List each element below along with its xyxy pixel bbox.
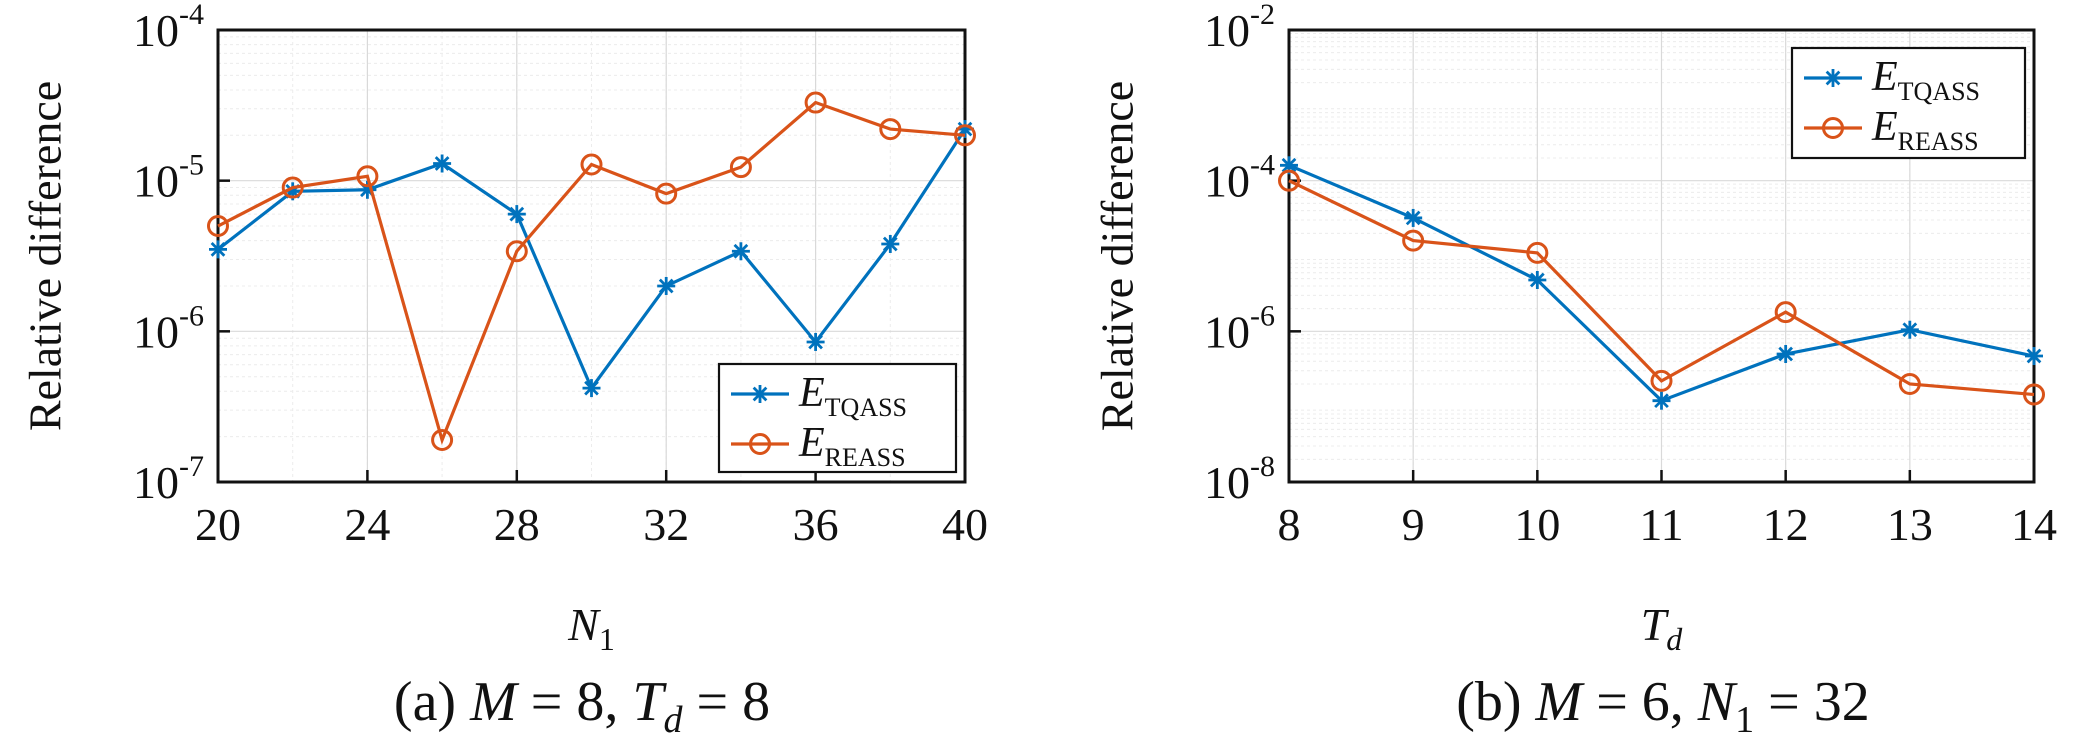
data-point [1278, 169, 1300, 192]
data-point [505, 240, 528, 263]
x-tick-label: 9 [1402, 499, 1425, 550]
y-tick-label: 10-4 [133, 0, 204, 56]
data-point [1774, 301, 1797, 324]
legend-marker [749, 433, 771, 455]
x-tick-label: 12 [1763, 499, 1809, 550]
y-tick-label: 10-8 [1204, 450, 1275, 508]
x-tick-label: 14 [2011, 499, 2057, 550]
data-point [2023, 383, 2045, 406]
data-point [1526, 241, 1549, 264]
x-tick-label: 8 [1278, 499, 1301, 550]
x-tick-label: 11 [1639, 499, 1683, 550]
legend-label: EREASS [1871, 104, 1979, 156]
legend-label: EREASS [798, 420, 906, 472]
x-tick-label: 13 [1887, 499, 1933, 550]
y-tick-label: 10-7 [133, 450, 204, 508]
data-point [582, 379, 601, 398]
data-point [804, 91, 827, 114]
panel-caption: (b) M = 6, N1 = 32 [1456, 671, 1870, 741]
data-point [1652, 391, 1671, 410]
x-axis-label: N1 [567, 599, 615, 657]
y-axis-label: Relative difference [1092, 81, 1143, 431]
legend-box [1790, 46, 2027, 160]
x-tick-label: 28 [494, 499, 540, 550]
data-point [433, 154, 452, 173]
data-point [729, 156, 752, 179]
x-tick-label: 24 [344, 499, 390, 550]
data-point [209, 240, 227, 259]
x-tick-label: 20 [195, 499, 241, 550]
x-tick-label: 10 [1514, 499, 1560, 550]
y-tick-label: 10-5 [133, 149, 204, 207]
series-line [1288, 179, 2035, 397]
data-point [207, 215, 229, 238]
data-point [881, 234, 900, 253]
series-reass [1278, 169, 2045, 406]
y-tick-label: 10-4 [1204, 149, 1275, 207]
data-point [431, 429, 454, 452]
data-point [1528, 271, 1547, 290]
chart-panel-b: 8 9 10 11 12 13 14 10-8 10-6 10-4 10-2 Relative dif… [1092, 0, 2057, 741]
data-point [954, 124, 976, 147]
legend-marker [1824, 69, 1842, 87]
data-point [806, 332, 825, 351]
y-axis-label: Relative difference [20, 81, 71, 431]
legend-label: ETQASS [1871, 54, 1980, 106]
data-point [1776, 345, 1795, 364]
legend-label: ETQASS [798, 370, 907, 422]
panel-caption: (a) M = 8, Td = 8 [394, 671, 770, 741]
series-tqass [209, 120, 974, 398]
data-point [356, 165, 379, 188]
x-axis-label: Td [1641, 599, 1684, 657]
y-tick-label: 10-2 [1204, 0, 1275, 56]
data-point [1404, 208, 1423, 227]
data-point [731, 242, 750, 261]
data-point [507, 205, 526, 224]
y-tick-label: 10-6 [1204, 299, 1275, 357]
x-tick-label: 40 [942, 499, 988, 550]
data-point [1898, 372, 1921, 395]
data-point [657, 276, 676, 295]
x-tick-label: 32 [643, 499, 689, 550]
legend-marker [1822, 117, 1844, 139]
data-point [1900, 320, 1919, 339]
x-tick-label: 36 [793, 499, 839, 550]
legend-marker [751, 385, 769, 403]
data-point [2025, 347, 2043, 366]
data-point [1650, 369, 1673, 392]
data-point [281, 176, 304, 199]
data-point [879, 118, 902, 141]
y-tick-label: 10-6 [133, 299, 204, 357]
chart-panel-a: 20 24 28 32 36 40 10-7 10-6 10-5 10-4 Relative dif… [20, 0, 988, 741]
data-point [655, 182, 678, 205]
data-point [1402, 229, 1425, 252]
data-point [580, 153, 603, 176]
series-line [217, 100, 966, 445]
series-tqass [1280, 156, 2043, 410]
series-reass [207, 91, 976, 452]
